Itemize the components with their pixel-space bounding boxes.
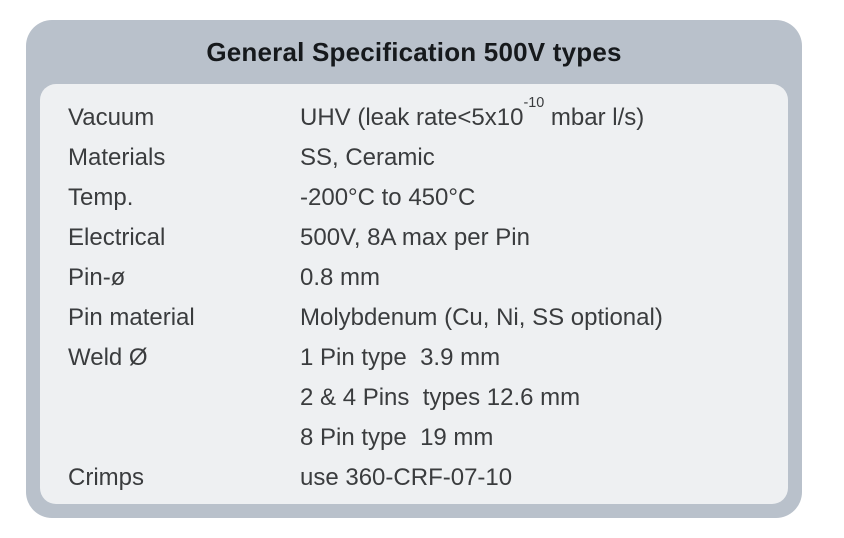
spec-label: Materials [68,138,300,178]
spec-row: 2 & 4 Pins types 12.6 mm [68,378,760,418]
spec-value: 1 Pin type 3.9 mm [300,338,760,378]
spec-value: 8 Pin type 19 mm [300,418,760,458]
spec-value: use 360-CRF-07-10 [300,458,760,498]
card-title: General Specification 500V types [206,37,621,68]
title-bar: General Specification 500V types [26,20,802,84]
spec-value: UHV (leak rate<5x10-10 mbar l/s) [300,98,760,138]
spec-row: Pin materialMolybdenum (Cu, Ni, SS optio… [68,298,760,338]
spec-value: 500V, 8A max per Pin [300,218,760,258]
spec-row: MaterialsSS, Ceramic [68,138,760,178]
spec-value: 2 & 4 Pins types 12.6 mm [300,378,760,418]
spec-row: Crimpsuse 360-CRF-07-10 [68,458,760,498]
spec-row: Weld Ø1 Pin type 3.9 mm [68,338,760,378]
spec-label: Pin material [68,298,300,338]
spec-label: Pin-ø [68,258,300,298]
spec-label: Crimps [68,458,300,498]
spec-row: 8 Pin type 19 mm [68,418,760,458]
spec-row: Temp.-200°C to 450°C [68,178,760,218]
spec-label [68,418,300,458]
spec-label: Electrical [68,218,300,258]
spec-card: General Specification 500V types VacuumU… [26,20,802,518]
spec-value: Molybdenum (Cu, Ni, SS optional) [300,298,760,338]
spec-value: SS, Ceramic [300,138,760,178]
spec-row: VacuumUHV (leak rate<5x10-10 mbar l/s) [68,98,760,138]
spec-label: Temp. [68,178,300,218]
spec-row: Pin-ø0.8 mm [68,258,760,298]
spec-value: -200°C to 450°C [300,178,760,218]
spec-row: Electrical500V, 8A max per Pin [68,218,760,258]
spec-label: Vacuum [68,98,300,138]
spec-body: VacuumUHV (leak rate<5x10-10 mbar l/s)Ma… [40,84,788,504]
spec-label [68,378,300,418]
spec-label: Weld Ø [68,338,300,378]
spec-value: 0.8 mm [300,258,760,298]
